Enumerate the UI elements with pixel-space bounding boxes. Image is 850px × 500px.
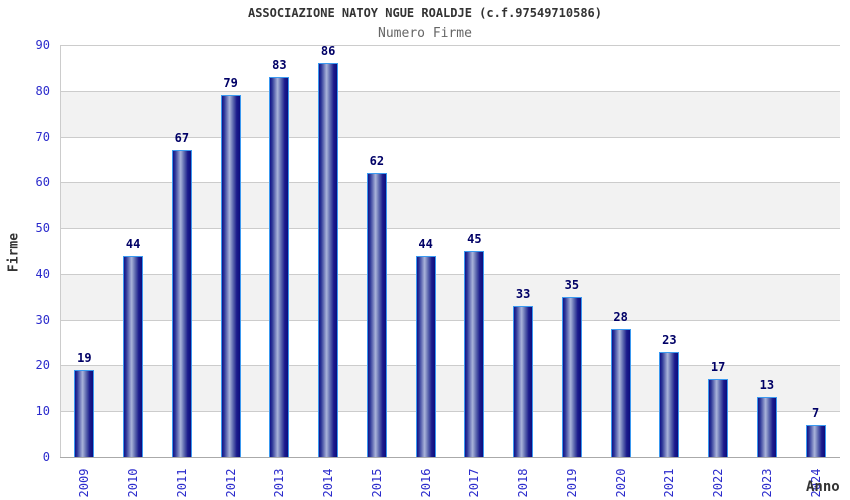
- y-tick-label: 80: [35, 83, 50, 98]
- bar-value-label: 62: [369, 154, 385, 169]
- x-tick-label: 2012: [223, 468, 238, 498]
- gridline: [60, 228, 840, 229]
- bar-value-label: 17: [710, 360, 726, 375]
- y-tick-label: 60: [35, 175, 50, 190]
- bar-value-label: 7: [812, 405, 820, 420]
- bar-value-label: 28: [613, 309, 628, 324]
- gridline: [60, 91, 840, 92]
- y-tick-label: 40: [35, 266, 50, 281]
- bar-value-label: 33: [515, 286, 531, 301]
- x-tick-label: 2009: [77, 468, 92, 498]
- bar-value-label: 45: [467, 232, 482, 246]
- bar-value-label: 19: [77, 351, 92, 366]
- y-tick-label: 10: [35, 404, 50, 419]
- gridline: [60, 45, 840, 46]
- bar-2012: [220, 95, 241, 457]
- y-tick-label: 20: [35, 358, 50, 373]
- x-tick-label: 2019: [564, 468, 579, 498]
- gridline: [60, 274, 840, 275]
- bar-2023: [756, 397, 777, 457]
- bar-2017: [464, 251, 485, 457]
- bar-value-label: 13: [759, 378, 775, 393]
- chart-title: ASSOCIAZIONE NATOY NGUE ROALDJE (c.f.975…: [247, 6, 602, 20]
- y-tick-label: 0: [42, 450, 50, 464]
- bar-2015: [366, 173, 387, 457]
- x-tick-label: 2018: [516, 468, 531, 498]
- x-axis-title: Anno: [806, 479, 840, 495]
- bar-2022: [708, 379, 729, 457]
- gridline: [60, 411, 840, 412]
- bar-2013: [269, 77, 290, 457]
- y-tick-label: 30: [35, 312, 50, 327]
- y-tick-label: 70: [35, 129, 50, 144]
- bar-value-label: 35: [564, 277, 580, 292]
- y-tick-label: 50: [35, 221, 50, 236]
- bar-2011: [171, 150, 192, 457]
- x-tick-label: 2023: [759, 468, 774, 498]
- gridline: [60, 365, 840, 366]
- bar-2018: [513, 305, 534, 457]
- x-tick-label: 2020: [613, 468, 628, 498]
- bar-value-label: 44: [125, 236, 141, 251]
- x-tick-label: 2021: [662, 468, 677, 498]
- x-tick-label: 2017: [467, 468, 482, 498]
- bar-2019: [561, 296, 582, 457]
- bar-2009: [74, 370, 95, 457]
- bar-2024: [805, 424, 826, 457]
- bar-2014: [318, 63, 339, 457]
- bar-2010: [123, 255, 144, 457]
- bar-2020: [610, 328, 631, 457]
- x-tick-label: 2013: [272, 468, 287, 498]
- bar-value-label: 79: [223, 76, 238, 91]
- y-tick-label: 90: [35, 38, 50, 52]
- bar-value-label: 44: [418, 236, 433, 251]
- bar-2016: [415, 255, 436, 457]
- x-tick-label: 2022: [711, 468, 726, 498]
- x-tick-label: 2014: [321, 468, 336, 498]
- x-tick-label: 2011: [174, 468, 189, 498]
- gridline: [60, 457, 840, 458]
- bar-value-label: 23: [662, 332, 677, 347]
- y-axis-line: [60, 45, 61, 457]
- gridline: [60, 320, 840, 321]
- bar-value-label: 83: [272, 58, 287, 73]
- bar-value-label: 86: [320, 44, 336, 59]
- x-tick-label: 2010: [126, 468, 141, 498]
- plot-band: [60, 90, 840, 137]
- chart-subtitle: Numero Firme: [378, 26, 472, 41]
- x-tick-label: 2015: [369, 468, 384, 498]
- bar-value-label: 67: [174, 131, 190, 146]
- gridline: [60, 137, 840, 138]
- x-tick-label: 2016: [418, 468, 433, 498]
- bar-2021: [659, 351, 680, 457]
- gridline: [60, 182, 840, 183]
